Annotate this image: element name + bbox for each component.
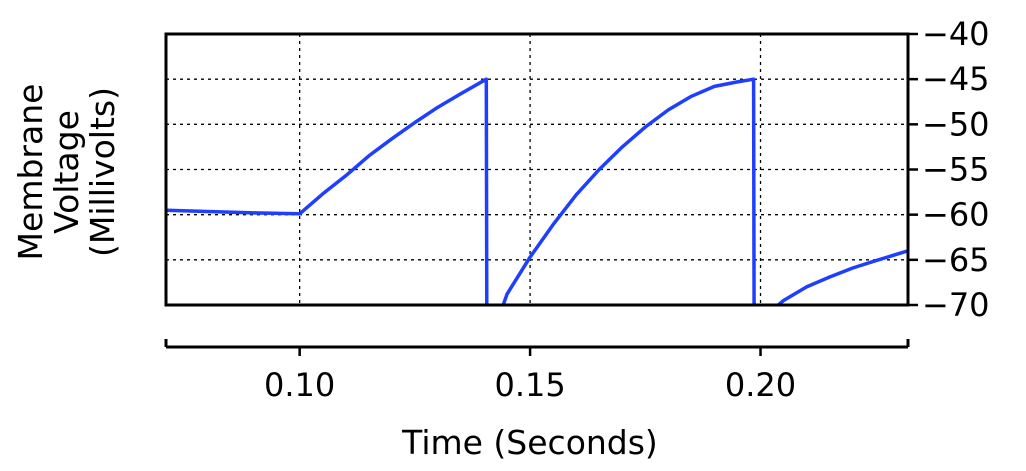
y-axis-title-line: Membrane [11,84,50,261]
x-axis-title: Time (Seconds) [401,423,658,462]
y-tick-label: −60 [922,196,990,234]
y-axis-title-line: (Millivolts) [83,87,122,257]
grid-lines [166,34,908,305]
x-tick-label: 0.10 [264,366,335,404]
x-tick-label: 0.15 [494,366,565,404]
x-tick-label: 0.20 [725,366,796,404]
y-tick-label: −55 [922,151,990,189]
y-axis: −40 −45 −50 −55 −60 −65 −70 [908,15,990,324]
y-tick-label: −40 [922,15,990,53]
series-layer [166,77,908,305]
voltage-series-line [166,77,908,305]
y-axis-title-line: Voltage [47,110,86,234]
y-tick-label: −50 [922,105,990,143]
y-tick-label: −70 [922,286,990,324]
y-tick-label: −65 [922,241,990,279]
x-axis: 0.10 0.15 0.20 [164,339,910,404]
y-tick-label: −45 [922,60,990,98]
